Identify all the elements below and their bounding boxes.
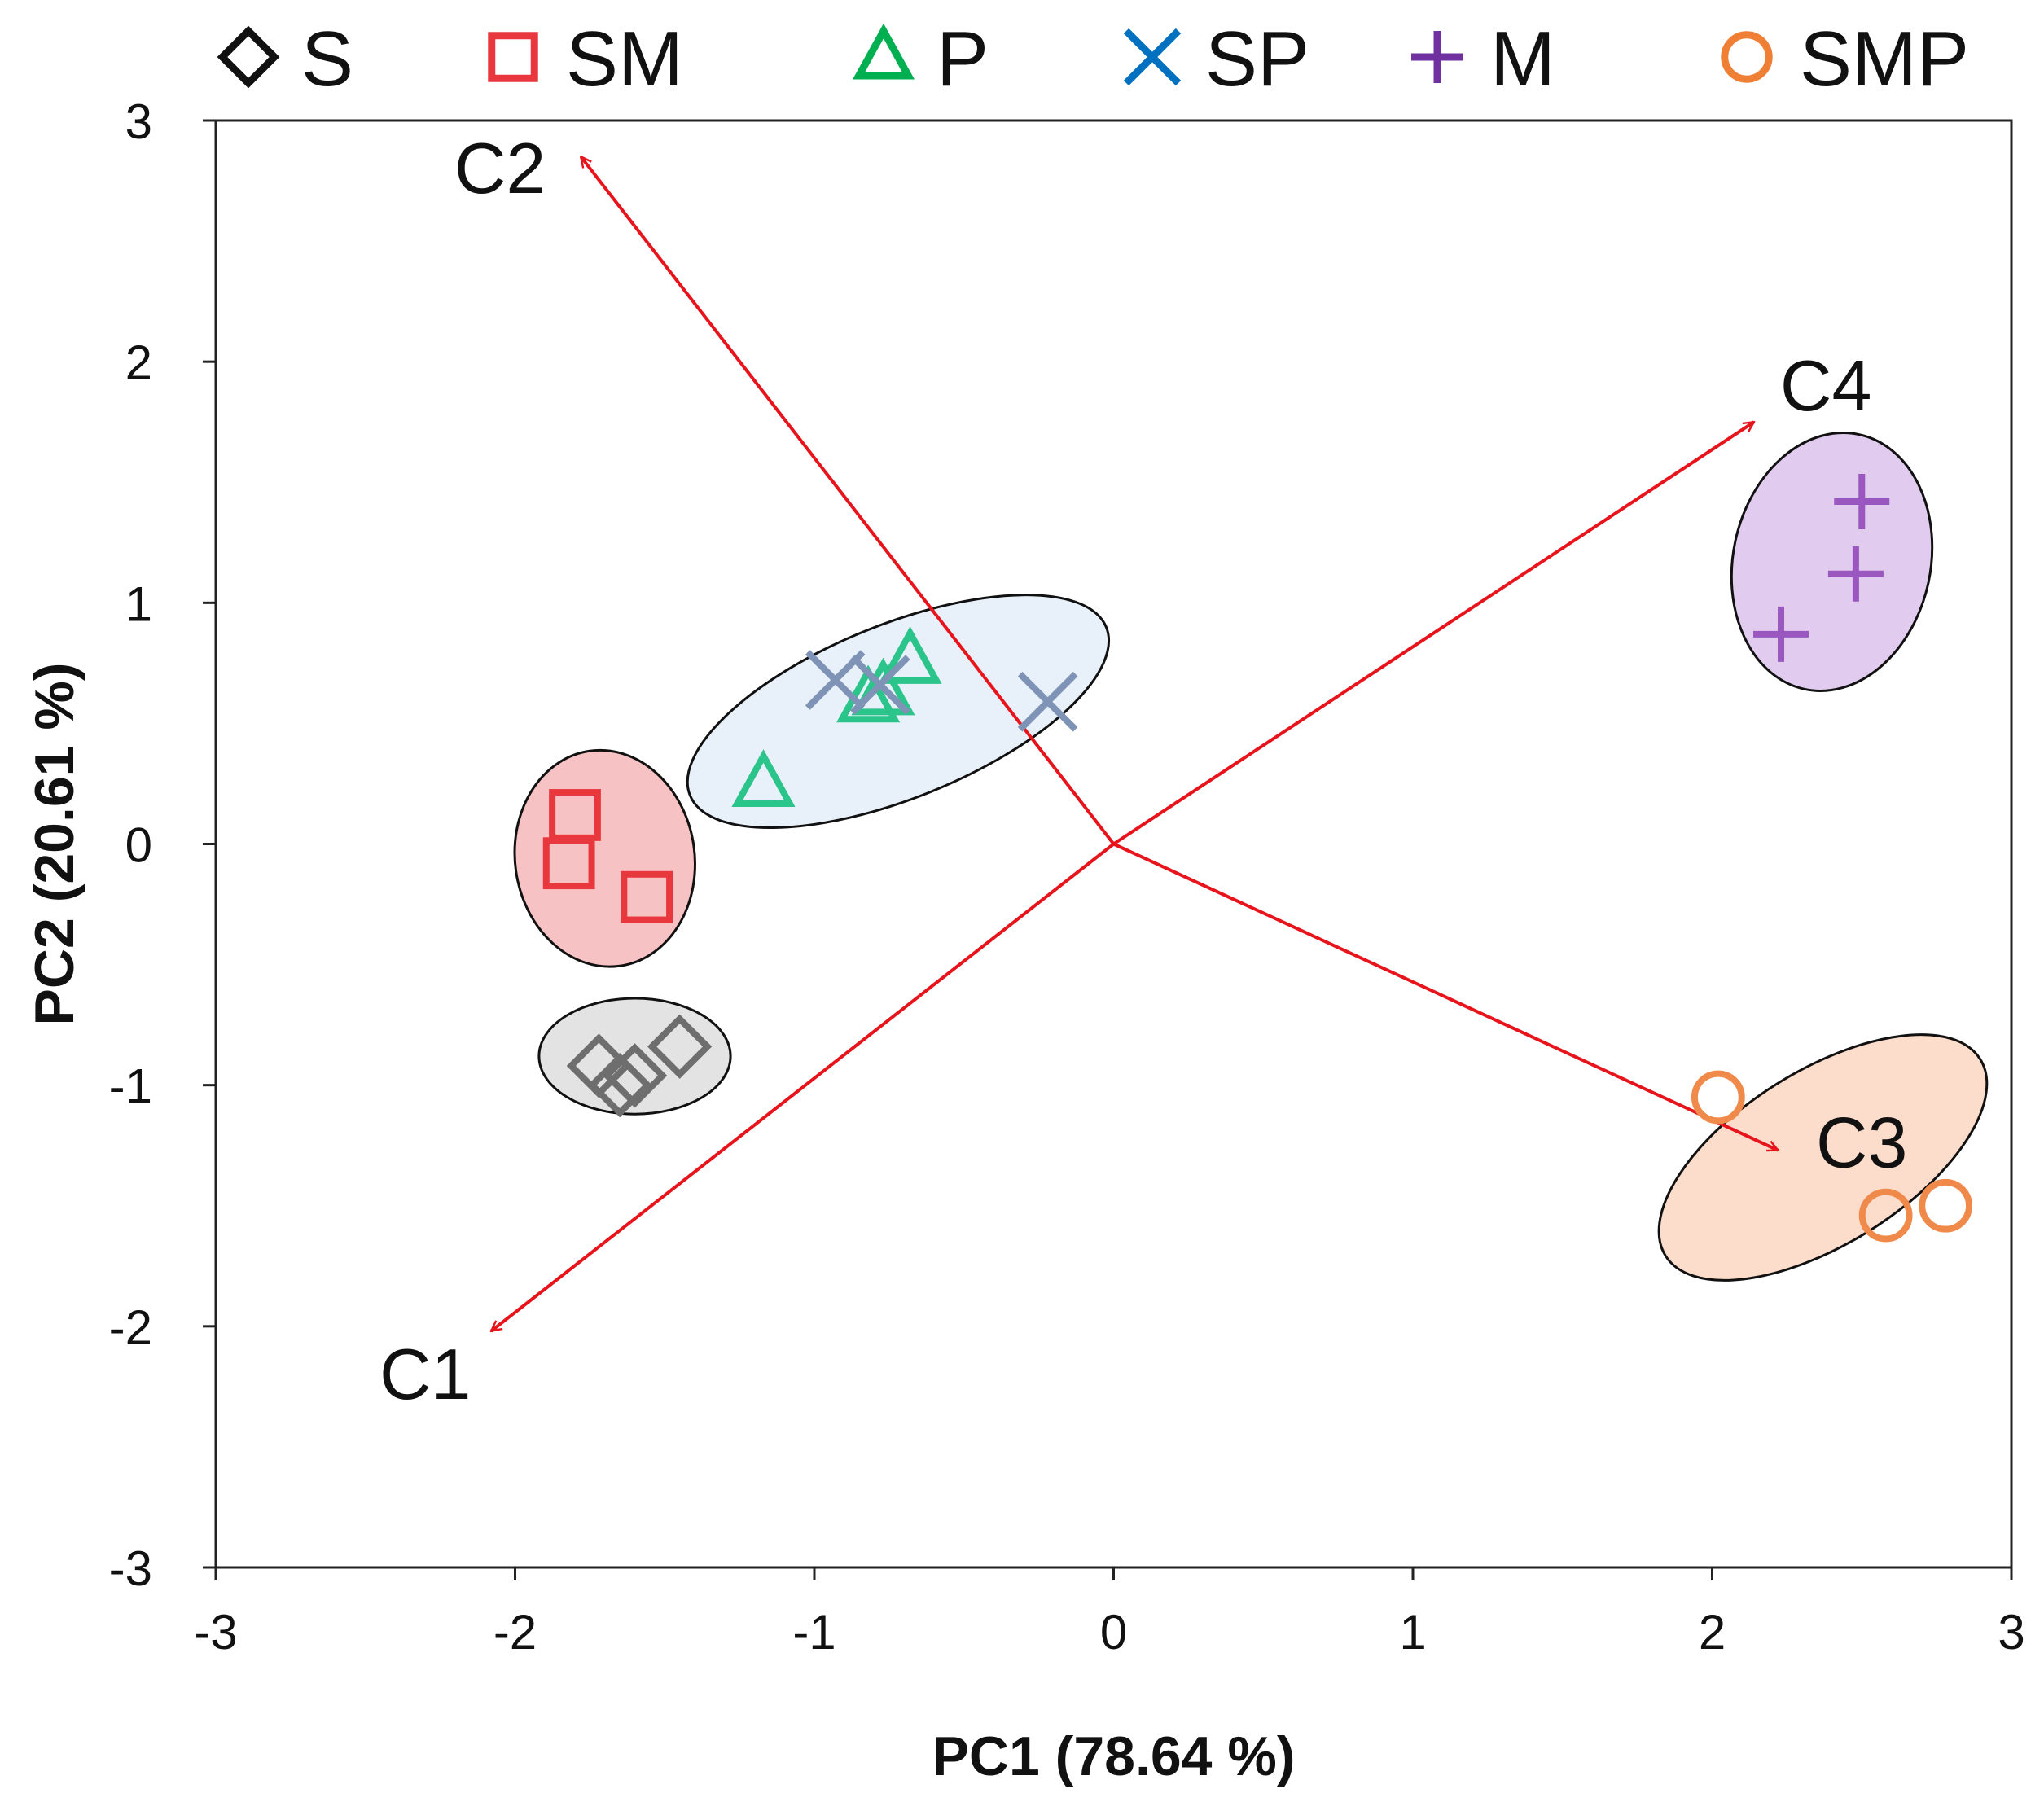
legend-marker-p [852,23,915,80]
data-point-m-2 [1827,546,1884,602]
data-point-m-1 [1753,606,1809,662]
y-tick-label: 1 [125,577,152,631]
legend-marker-smp [1721,31,1773,83]
y-tick-label: -1 [109,1059,152,1114]
x-tick-label: 0 [1100,1605,1127,1659]
data-point-smp-2 [1858,1188,1913,1243]
loading-arrow-c4 [1112,420,1754,846]
legend: S SM P SP M SMP [217,15,1969,103]
cluster-ellipse-m [1730,432,1934,692]
loading-label-c1: C1 [379,1334,472,1414]
loading-arrow-c2 [581,156,1116,845]
data-point-sm-2 [542,837,595,890]
data-point-smp-3 [1919,1178,1973,1233]
loading-label-c2: C2 [454,128,546,208]
cluster-ellipse-sm [513,748,696,968]
data-point-p-3 [878,626,942,684]
data-point-sp-3 [1017,671,1078,732]
y-tick-label: 2 [125,335,152,390]
legend-label-smp: SMP [1800,15,1969,103]
data-point-sm-3 [621,870,673,923]
legend-label-sm: SM [566,15,683,103]
loading-arrow-c3 [1112,842,1779,1152]
data-point-s-3 [587,1053,652,1118]
x-tick-label: 3 [1998,1605,2024,1659]
x-tick-label: 2 [1699,1605,1726,1659]
y-tick-label: -3 [109,1541,152,1596]
y-tick-label: 0 [125,818,152,873]
y-tick-label: 3 [125,94,152,149]
x-tick-label: -3 [194,1605,237,1659]
legend-marker-sm [488,32,538,82]
legend-marker-sp [1123,28,1182,86]
data-points [542,473,1973,1243]
legend-label-sp: SP [1205,15,1309,103]
loading-label-c4: C4 [1780,345,1872,426]
y-axis-title: PC2 (20.61 %) [24,663,86,1026]
loading-label-c3: C3 [1816,1103,1908,1183]
data-point-s-4 [647,1014,713,1079]
loading-arrow-c1 [491,842,1115,1331]
data-point-p-1 [731,749,796,807]
x-tick-label: 1 [1399,1605,1426,1659]
legend-marker-s [217,25,280,89]
x-tick-label: -1 [792,1605,836,1659]
legend-label-p: P [936,15,989,103]
x-tick-label: -2 [493,1605,537,1659]
data-point-m-3 [1834,473,1890,529]
data-point-p-4 [851,657,915,716]
y-tick-label: -2 [109,1300,152,1355]
cluster-ellipses [513,432,1989,1282]
axis-ticks: -3 -2 -1 0 1 2 3 3 2 1 0 -1 -2 -3 [109,94,2025,1659]
data-point-s-2 [602,1043,668,1108]
legend-label-s: S [301,15,353,103]
x-axis-title: PC1 (78.64 %) [932,1725,1296,1787]
data-point-smp-1 [1691,1070,1745,1125]
legend-marker-m [1411,31,1463,83]
loading-vectors: C1 C2 C3 C4 [379,128,1908,1414]
data-point-sp-2 [850,655,910,715]
legend-label-m: M [1490,15,1555,103]
